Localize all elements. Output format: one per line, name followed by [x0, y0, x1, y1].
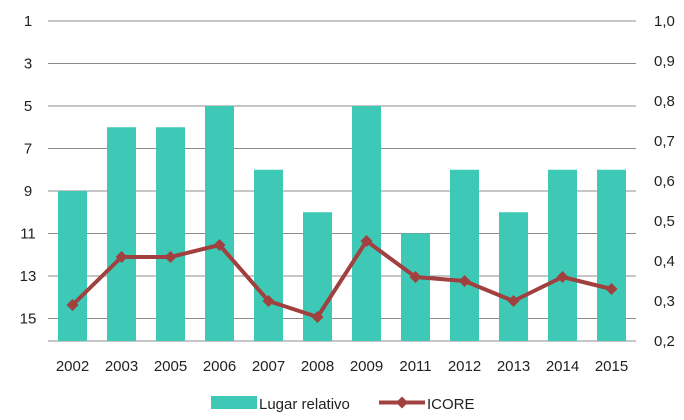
icore-point-2008: [311, 311, 324, 323]
x-tick-label: 2012: [448, 358, 481, 375]
bar-2013: [499, 212, 528, 341]
legend: Lugar relativo ICORE: [211, 396, 475, 413]
icore-point-2006: [213, 239, 226, 251]
bar-2002: [58, 191, 87, 341]
left-tick-label: 1: [24, 13, 32, 30]
x-tick-label: 2007: [252, 358, 285, 375]
left-tick-label: 11: [20, 226, 36, 243]
x-tick-label: 2011: [399, 358, 431, 375]
bar-2011: [401, 233, 430, 341]
x-tick-label: 2014: [546, 358, 579, 375]
bar-2014: [548, 169, 577, 341]
right-tick-label: 0,4: [654, 253, 675, 270]
right-tick-label: 0,2: [654, 333, 675, 350]
icore-point-2007: [262, 295, 275, 307]
x-tick-label: 2006: [203, 358, 236, 375]
icore-point-2002: [66, 299, 79, 311]
x-tick-label: 2008: [301, 358, 334, 375]
bar-series: [58, 106, 626, 341]
x-tick-label: 2003: [105, 358, 138, 375]
x-tick-label: 2015: [595, 358, 628, 375]
bar-2006: [205, 106, 234, 341]
legend-swatch-bar: [211, 396, 257, 409]
bar-2005: [156, 127, 185, 341]
icore-line: [71, 239, 612, 319]
icore-point-2014: [556, 271, 569, 283]
left-tick-label: 3: [24, 56, 32, 73]
left-tick-label: 5: [24, 98, 32, 115]
right-tick-label: 0,8: [654, 93, 675, 110]
icore-point-2015: [605, 283, 618, 295]
legend-label-line: ICORE: [427, 396, 475, 413]
icore-point-2005: [164, 251, 177, 263]
x-tick-label: 2002: [56, 358, 89, 375]
icore-point-2013: [507, 295, 520, 307]
left-tick-label: 7: [24, 141, 32, 158]
bar-2007: [254, 169, 283, 341]
gridlines: [48, 20, 636, 342]
right-axis: 1,0 0,9 0,8 0,7 0,6 0,5 0,4 0,3 0,2: [654, 13, 675, 350]
bar-2009: [352, 106, 381, 341]
bar-2003: [107, 127, 136, 341]
icore-point-2009: [360, 235, 373, 247]
bar-2015: [597, 169, 626, 341]
x-tick-label: 2013: [497, 358, 530, 375]
right-tick-label: 0,7: [654, 133, 675, 150]
x-tick-label: 2009: [350, 358, 383, 375]
bar-2012: [450, 169, 479, 341]
line-series: [66, 235, 618, 323]
left-tick-label: 15: [20, 311, 37, 328]
icore-point-2011: [409, 271, 422, 283]
x-axis: 2002 2003 2005 2006 2007 2008 2009 2011 2012 2013…: [56, 358, 628, 375]
right-tick-label: 1,0: [654, 13, 675, 30]
right-tick-label: 0,9: [654, 53, 675, 70]
left-tick-label: 13: [20, 268, 37, 285]
legend-swatch-marker: [396, 396, 408, 409]
icore-point-2003: [115, 251, 128, 263]
right-tick-label: 0,6: [654, 173, 675, 190]
icore-point-2012: [458, 275, 471, 287]
legend-label-bar: Lugar relativo: [259, 396, 350, 413]
x-tick-label: 2005: [154, 358, 187, 375]
right-tick-label: 0,3: [654, 293, 675, 310]
left-tick-label: 9: [24, 183, 32, 200]
right-tick-label: 0,5: [654, 213, 675, 230]
